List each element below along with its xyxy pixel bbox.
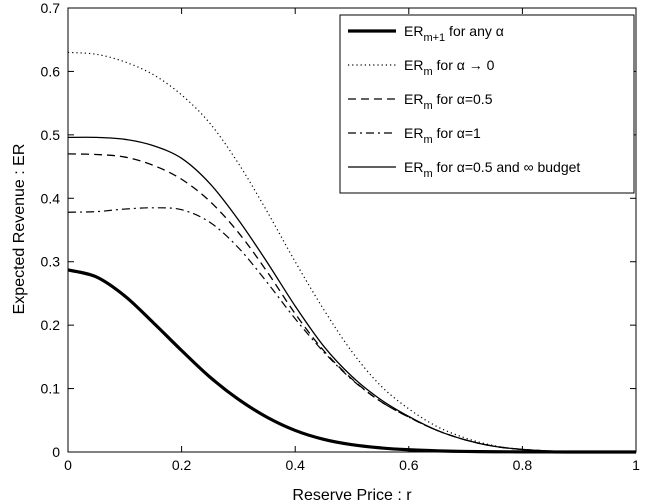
x-tick-label-5: 1 (632, 457, 640, 473)
legend-label-erm_alpha1: ERm for α=1 (404, 125, 481, 146)
x-tick-label-0: 0 (64, 457, 72, 473)
y-tick-label-4: 0.4 (41, 190, 61, 206)
legend: ERm+1 for any α ERm for α → 0 ERm for α=0.… (339, 14, 635, 194)
y-tick-label-0: 0 (52, 444, 60, 460)
series-line-erm_alpha0 (67, 51, 637, 453)
y-tick-label-7: 0.7 (41, 0, 61, 16)
axis-ticks (67, 7, 637, 453)
x-axis-label: Reserve Price : r (292, 487, 412, 503)
series-line-erm_alpha05_inf (67, 136, 637, 453)
legend-label-erm_alpha05: ERm for α=0.5 (404, 91, 493, 112)
plot-frame (67, 7, 637, 453)
legend-label-erm_alpha0: ERm for α → 0 (404, 57, 495, 78)
x-tick-label-2: 0.4 (285, 457, 305, 473)
x-tick-label-4: 0.8 (513, 457, 533, 473)
y-tick-label-6: 0.6 (41, 63, 61, 79)
legend-box (339, 14, 635, 194)
x-tick-label-3: 0.6 (399, 457, 419, 473)
y-tick-label-2: 0.2 (41, 317, 61, 333)
x-tick-label-1: 0.2 (172, 457, 192, 473)
axis-tick-labels: 0 0.2 0.4 0.6 0.8 1 0 0.1 0.2 0.3 0.4 0.5 0.6 0.7 (41, 0, 641, 473)
y-tick-label-3: 0.3 (41, 254, 61, 270)
legend-label-erm_alpha05_inf: ERm for α=0.5 and ∞ budget (404, 159, 580, 180)
y-tick-label-1: 0.1 (41, 381, 61, 397)
y-axis-label: Expected Revenue : ER (11, 144, 28, 315)
y-tick-label-5: 0.5 (41, 127, 61, 143)
legend-label-erm1_any: ERm+1 for any α (404, 23, 504, 44)
